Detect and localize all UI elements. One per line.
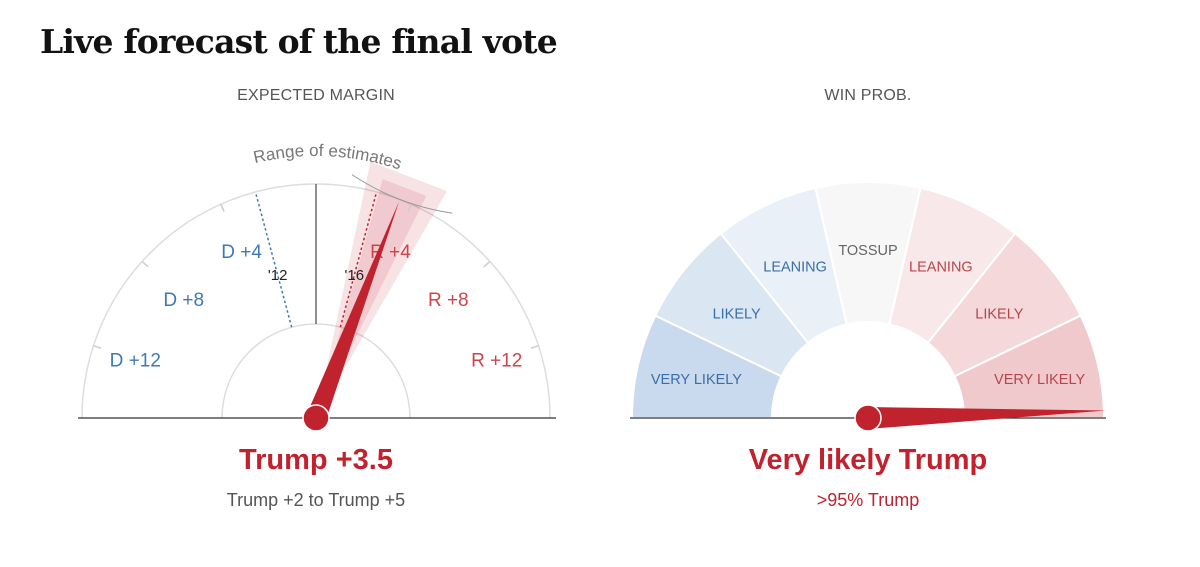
winprob-needle — [867, 407, 1106, 429]
margin-tick — [483, 260, 491, 268]
margin-tick-label: R +12 — [471, 350, 522, 371]
winprob-zone-label: LIKELY — [975, 306, 1023, 322]
range-bracket — [351, 174, 453, 214]
margin-headline: Trump +3.5 — [239, 444, 393, 476]
margin-tick-label: D +8 — [163, 290, 204, 311]
winprob-zone-label: LEANING — [909, 260, 973, 276]
reference-line — [339, 191, 378, 328]
reference-line — [254, 191, 293, 328]
reference-line-label: '12 — [268, 267, 288, 284]
winprob-zone-label: LEANING — [763, 260, 827, 276]
winprob-gauge-title: WIN PROB. — [824, 87, 912, 104]
range-of-estimates-wedge — [316, 161, 447, 419]
winprob-headline: Very likely Trump — [748, 444, 988, 476]
margin-gauge-inner-arc — [221, 323, 411, 419]
margin-tick-label: R +8 — [428, 290, 469, 311]
winprob-subtext: >95% Trump — [816, 490, 920, 510]
winprob-zone-label: LIKELY — [713, 306, 761, 322]
margin-range-text: Trump +2 to Trump +5 — [226, 490, 406, 510]
margin-tick — [141, 260, 149, 268]
margin-needle — [306, 201, 400, 422]
page-title: Live forecast of the final vote — [40, 22, 558, 61]
winprob-zone-label: TOSSUP — [838, 243, 897, 259]
margin-tick — [530, 344, 539, 349]
reference-line-label: '16 — [345, 267, 365, 284]
margin-tick-label: D +4 — [221, 242, 262, 263]
winprob-zone-label: VERY LIKELY — [651, 372, 742, 388]
margin-tick-label: D +12 — [110, 350, 161, 371]
margin-tick — [93, 344, 102, 349]
margin-gauge-title: EXPECTED MARGIN — [237, 87, 395, 104]
winprob-needle-hub — [854, 404, 882, 432]
margin-needle-hub — [302, 404, 330, 432]
margin-tick — [407, 203, 412, 212]
margin-tick — [220, 203, 225, 212]
winprob-zone-label: VERY LIKELY — [994, 372, 1085, 388]
